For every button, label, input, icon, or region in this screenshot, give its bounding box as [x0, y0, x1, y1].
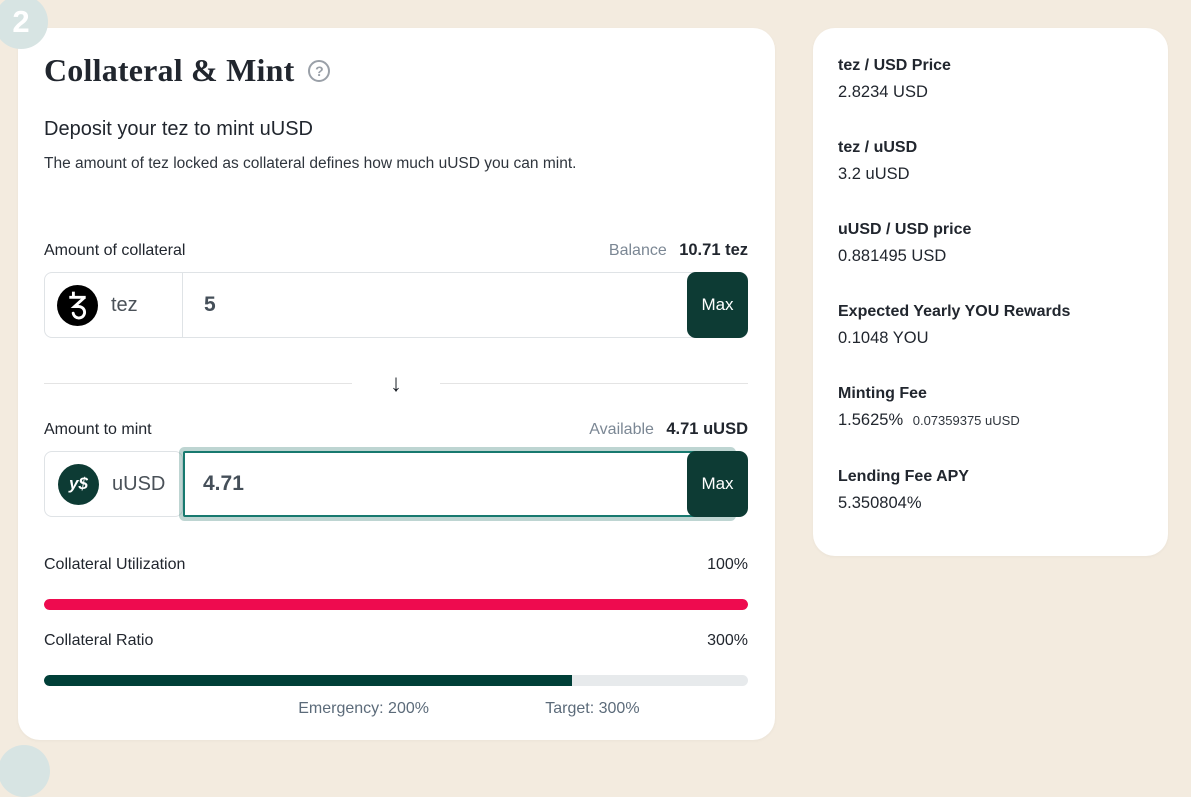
uusd-icon: y$ — [58, 463, 99, 505]
tezos-icon — [57, 284, 98, 326]
emergency-mark: Emergency: 200% — [298, 700, 429, 717]
flow-divider: ↓ — [44, 370, 748, 400]
info-label: tez / uUSD — [838, 139, 918, 156]
utilization-label: Collateral Utilization — [44, 556, 186, 573]
page-title: Collateral & Mint — [44, 52, 295, 88]
mint-label: Amount to mint — [44, 421, 152, 438]
market-info-card: tez / USD Price 2.8234 USD tez / uUSD 3.… — [813, 28, 1168, 556]
minting-fee-amount: 0.07359375 uUSD — [912, 413, 1020, 428]
mint-label-row: Amount to mint Available 4.71 uUSD — [44, 420, 748, 439]
ratio-bar — [44, 675, 748, 686]
ratio-value: 300% — [707, 632, 748, 649]
help-icon-glyph: ? — [315, 62, 324, 79]
minting-fee-percent: 1.5625% — [838, 411, 904, 429]
info-value: 1.5625% 0.07359375 uUSD — [838, 410, 1143, 431]
collateral-label: Amount of collateral — [44, 242, 186, 259]
collateral-input-row: tez Max — [44, 272, 748, 338]
collateral-label-row: Amount of collateral Balance 10.71 tez — [44, 241, 748, 260]
info-label: Expected Yearly YOU Rewards — [838, 303, 1071, 320]
info-label: Minting Fee — [838, 385, 927, 402]
collateral-amount-input[interactable] — [204, 293, 664, 317]
uusd-icon-text: y$ — [69, 474, 88, 493]
info-value: 3.2 uUSD — [838, 165, 910, 183]
available-info: Available 4.71 uUSD — [589, 420, 748, 439]
info-label: Lending Fee APY — [838, 468, 969, 485]
info-value: 0.881495 USD — [838, 247, 947, 265]
mint-input-row: y$ uUSD ▲ ▼ Max — [44, 451, 748, 517]
info-item-tez-uusd: tez / uUSD 3.2 uUSD — [838, 138, 1143, 184]
info-item-you-rewards: Expected Yearly YOU Rewards 0.1048 YOU — [838, 302, 1143, 348]
utilization-value: 100% — [707, 556, 748, 573]
info-item-tez-usd: tez / USD Price 2.8234 USD — [838, 56, 1143, 102]
available-value: 4.71 uUSD — [666, 420, 748, 438]
mint-input-focused-box: ▲ ▼ — [183, 451, 732, 517]
mint-token-cell: y$ uUSD — [44, 451, 183, 517]
info-label: uUSD / USD price — [838, 221, 972, 238]
help-icon[interactable]: ? — [308, 59, 331, 82]
utilization-label-row: Collateral Utilization 100% — [44, 556, 748, 574]
collateral-mint-card: Collateral & Mint ? Deposit your tez to … — [18, 28, 775, 740]
info-item-lending-fee: Lending Fee APY 5.350804% — [838, 467, 1143, 513]
mint-token-symbol: uUSD — [112, 472, 166, 495]
mint-amount-input[interactable] — [203, 472, 692, 496]
divider-line-right — [440, 383, 748, 384]
balance-label: Balance — [608, 242, 667, 259]
arrow-down-icon: ↓ — [390, 370, 402, 397]
next-step-badge-partial — [0, 745, 50, 797]
info-label: tez / USD Price — [838, 57, 951, 74]
ratio-bar-scale: Emergency: 200% Target: 300% — [44, 700, 748, 720]
info-value: 2.8234 USD — [838, 83, 928, 101]
utilization-bar — [44, 599, 748, 610]
target-mark: Target: 300% — [545, 700, 640, 717]
balance-info: Balance 10.71 tez — [609, 241, 748, 260]
info-item-uusd-usd: uUSD / USD price 0.881495 USD — [838, 220, 1143, 266]
ratio-label: Collateral Ratio — [44, 632, 154, 649]
balance-value: 10.71 tez — [679, 241, 748, 259]
collateral-max-button[interactable]: Max — [687, 272, 748, 338]
info-value: 5.350804% — [838, 494, 922, 512]
collateral-token-symbol: tez — [111, 293, 138, 316]
section-subtitle: Deposit your tez to mint uUSD — [44, 118, 313, 140]
section-description: The amount of tez locked as collateral d… — [44, 155, 577, 172]
ratio-bar-fill — [44, 675, 572, 686]
step-badge-number: 2 — [12, 4, 30, 39]
available-label: Available — [589, 421, 654, 438]
utilization-bar-fill — [44, 599, 748, 610]
mint-max-button[interactable]: Max — [687, 451, 748, 517]
info-value: 0.1048 YOU — [838, 329, 929, 347]
divider-line-left — [44, 383, 352, 384]
collateral-input-zone — [184, 272, 664, 338]
info-item-minting-fee: Minting Fee 1.5625% 0.07359375 uUSD — [838, 384, 1143, 431]
step-badge: 2 — [0, 0, 48, 49]
title-row: Collateral & Mint ? — [44, 52, 331, 89]
collateral-token-cell: tez — [44, 272, 183, 338]
ratio-label-row: Collateral Ratio 300% — [44, 632, 748, 650]
